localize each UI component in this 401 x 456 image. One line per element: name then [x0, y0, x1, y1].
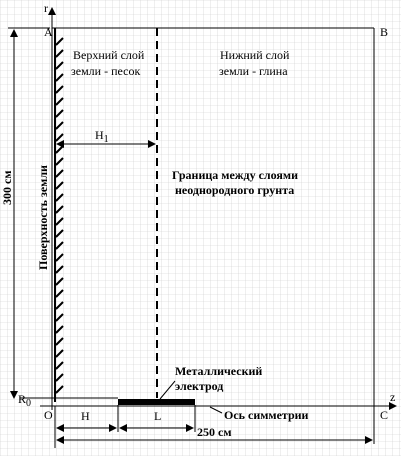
hatch-tick	[55, 73, 64, 82]
electrode	[118, 399, 195, 405]
surface-label: Поверхность земли	[36, 165, 50, 270]
point-c-label: C	[380, 408, 388, 422]
h1-label: H1	[95, 128, 109, 145]
hatch-tick	[55, 385, 64, 394]
hatch-tick	[55, 217, 64, 226]
hatch-tick	[55, 241, 64, 250]
electrode-leader-line	[159, 380, 176, 400]
hatch-tick	[55, 85, 64, 94]
hatch-tick	[55, 289, 64, 298]
hatch-tick	[55, 61, 64, 70]
hatch-tick	[55, 181, 64, 190]
top-layer-label-line1: Верхний слой	[73, 48, 145, 62]
symmetry-axis-label: Ось симметрии	[224, 408, 309, 422]
l-label: L	[154, 409, 161, 423]
hatch-tick	[55, 337, 64, 346]
axis-r-label: r	[44, 1, 48, 15]
hatch-tick	[55, 97, 64, 106]
point-o-label: O	[44, 408, 53, 422]
point-a-label: A	[44, 25, 53, 39]
h-label: H	[81, 409, 90, 423]
symmetry-leader-line	[209, 406, 223, 414]
hatch-tick	[55, 373, 64, 382]
hatch-tick	[55, 121, 64, 130]
hatch-tick	[55, 205, 64, 214]
hatch-tick	[55, 277, 64, 286]
hatch-tick	[55, 325, 64, 334]
hatch-tick	[55, 349, 64, 358]
bottom-layer-label-line1: Нижний слой	[220, 48, 290, 62]
hatch-tick	[55, 301, 64, 310]
hatch-tick	[55, 361, 64, 370]
point-b-label: B	[380, 25, 388, 39]
hatch-tick	[55, 265, 64, 274]
hatch-tick	[55, 193, 64, 202]
hatch-tick	[55, 253, 64, 262]
width-label: 250 см	[197, 425, 232, 439]
hatch-tick	[55, 133, 64, 142]
bottom-layer-label-line2: земли - глина	[219, 64, 288, 78]
ground-surface-hatching	[55, 37, 64, 394]
hatch-tick	[55, 49, 64, 58]
height-label: 300 см	[0, 171, 14, 206]
boundary-label-line1: Граница между слоями	[172, 168, 298, 182]
axis-z-label: z	[390, 390, 395, 404]
electrode-label-line2: электрод	[175, 379, 223, 393]
r0-label: R0	[18, 392, 31, 409]
hatch-tick	[55, 313, 64, 322]
hatch-tick	[55, 37, 64, 46]
hatch-tick	[55, 157, 64, 166]
electrode-label-line1: Металлический	[175, 364, 262, 378]
hatch-tick	[55, 169, 64, 178]
hatch-tick	[55, 109, 64, 118]
hatch-tick	[55, 229, 64, 238]
boundary-label-line2: неоднородного грунта	[175, 183, 294, 197]
top-layer-label-line2: земли - песок	[71, 64, 140, 78]
